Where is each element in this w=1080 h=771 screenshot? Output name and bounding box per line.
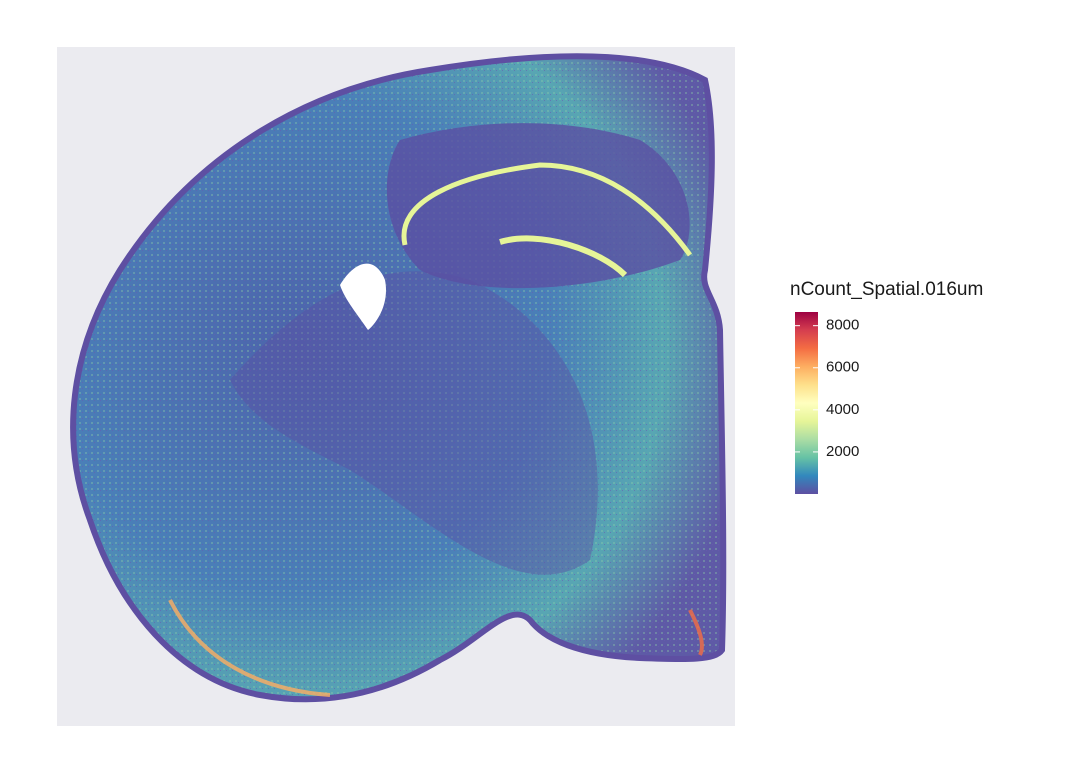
colorbar-tick-label: 6000 bbox=[826, 359, 859, 376]
colorbar-tick-label: 2000 bbox=[826, 443, 859, 460]
colorbar-tick-label: 8000 bbox=[826, 317, 859, 334]
legend: 2000 4000 6000 8000 bbox=[795, 312, 859, 494]
colorbar bbox=[795, 312, 818, 494]
tissue-image bbox=[70, 53, 727, 703]
colorbar-tick-label: 4000 bbox=[826, 401, 859, 418]
legend-title: nCount_Spatial.016um bbox=[790, 279, 983, 300]
